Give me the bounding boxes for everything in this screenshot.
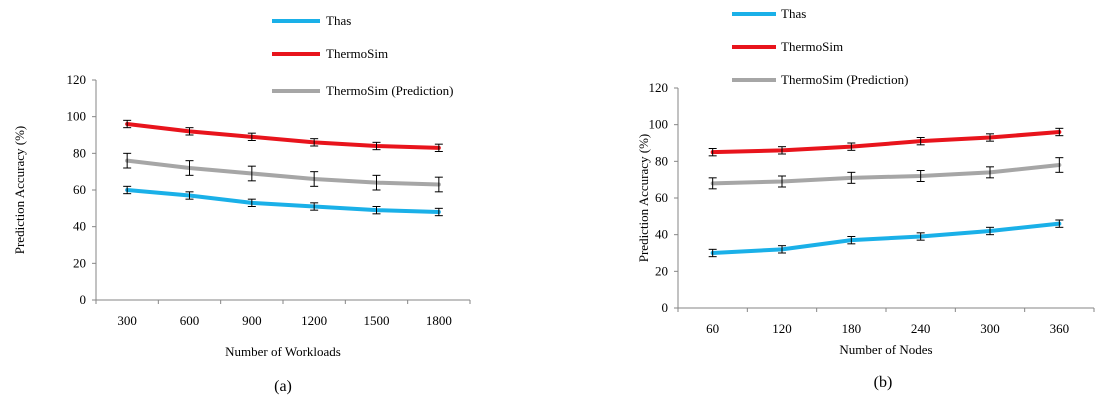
y-tick-label: 60 (655, 190, 668, 205)
error-bar (986, 166, 994, 179)
error-bar (247, 132, 256, 141)
y-tick-label: 80 (73, 145, 86, 160)
series-line (125, 158, 441, 187)
legend-label: ThermoSim (781, 39, 843, 54)
legend-item: ThermoSim (Prediction) (732, 72, 908, 87)
series-3 (123, 152, 443, 193)
y-tick-label: 20 (73, 255, 86, 270)
legend-item: ThermoSim (Prediction) (272, 83, 453, 98)
error-bar (1055, 219, 1064, 228)
x-tick-label: 600 (180, 313, 200, 328)
legend-item: Thas (732, 6, 806, 21)
error-bar (185, 127, 194, 136)
error-bar (847, 142, 856, 151)
x-tick-label: 1200 (301, 313, 327, 328)
x-tick-label: 360 (1050, 321, 1070, 336)
y-tick-label: 100 (67, 109, 87, 124)
error-bar (986, 226, 994, 236)
y-tick-label: 80 (655, 153, 668, 168)
series-line (125, 188, 441, 214)
error-bar (123, 185, 132, 195)
error-bar (434, 176, 443, 193)
error-bar (708, 148, 717, 157)
error-bar (708, 248, 717, 258)
panel-caption: (b) (874, 374, 893, 391)
chart-panel-2: 0 20 40 60 80 100 120 60 120 180 240 300 360 Number o… (636, 6, 1095, 391)
error-bar (247, 198, 256, 207)
error-bar (247, 165, 256, 182)
error-bar (1055, 157, 1064, 173)
series-3 (708, 157, 1064, 190)
x-tick-label: 180 (842, 321, 862, 336)
series-2 (123, 119, 443, 152)
x-tick-label: 240 (911, 321, 931, 336)
error-bar (986, 133, 994, 142)
legend-label: ThermoSim (326, 46, 388, 61)
error-bar (434, 207, 443, 217)
error-bar (778, 245, 786, 254)
x-tick-label: 300 (980, 321, 1000, 336)
error-bar (123, 119, 132, 129)
y-tick-label: 100 (649, 117, 669, 132)
y-axis-label: Prediction Accuracy (%) (636, 134, 651, 263)
error-bar (185, 160, 194, 176)
chart-panel-1: 0 20 40 60 80 100 120 300 600 900 1200 1500 1800 Numb… (12, 13, 471, 395)
y-tick-label: 20 (655, 263, 668, 278)
error-bar (123, 152, 132, 169)
series-2 (708, 127, 1064, 157)
x-tick-label: 1800 (426, 313, 452, 328)
series-1 (123, 185, 443, 217)
legend-label: ThermoSim (Prediction) (326, 83, 453, 98)
y-axis-label: Prediction Accuracy (%) (12, 126, 27, 255)
legend-item: ThermoSim (272, 46, 388, 61)
x-tick-label: 1500 (364, 313, 390, 328)
x-tick-label: 900 (242, 313, 262, 328)
x-axis-label: Number of Workloads (225, 344, 341, 359)
legend-label: Thas (326, 13, 351, 28)
error-bar (434, 143, 443, 152)
legend-label: ThermoSim (Prediction) (781, 72, 908, 87)
y-tick-label: 120 (649, 80, 669, 95)
error-bar (185, 191, 194, 200)
x-tick-label: 120 (772, 321, 792, 336)
error-bar (778, 146, 786, 155)
x-tick-label: 60 (706, 321, 719, 336)
y-tick-label: 60 (73, 182, 86, 197)
y-tick-label: 0 (662, 300, 669, 315)
series-line (710, 130, 1062, 155)
error-bar (372, 174, 381, 191)
panel-caption: (a) (274, 378, 292, 395)
series-line (710, 221, 1062, 255)
error-bar (1055, 127, 1064, 137)
legend-item: ThermoSim (732, 39, 843, 54)
y-tick-label: 40 (655, 227, 668, 242)
error-bar (372, 206, 381, 215)
legend-item: Thas (272, 13, 351, 28)
x-axis-label: Number of Nodes (839, 342, 932, 357)
error-bar (847, 171, 856, 184)
error-bar (708, 177, 717, 190)
series-line (125, 122, 441, 150)
error-bar (372, 141, 381, 151)
error-bar (310, 138, 319, 147)
y-tick-label: 120 (67, 72, 87, 87)
error-bar (916, 137, 925, 146)
series-line (710, 163, 1062, 186)
series-1 (708, 219, 1064, 258)
error-bar (916, 232, 925, 241)
error-bar (916, 170, 925, 182)
y-tick-label: 0 (80, 292, 87, 307)
x-tick-label: 300 (117, 313, 137, 328)
error-bar (310, 202, 319, 211)
error-bar (847, 236, 856, 245)
legend-label: Thas (781, 6, 806, 21)
y-tick-label: 40 (73, 219, 86, 234)
error-bar (310, 171, 319, 187)
error-bar (778, 175, 786, 188)
